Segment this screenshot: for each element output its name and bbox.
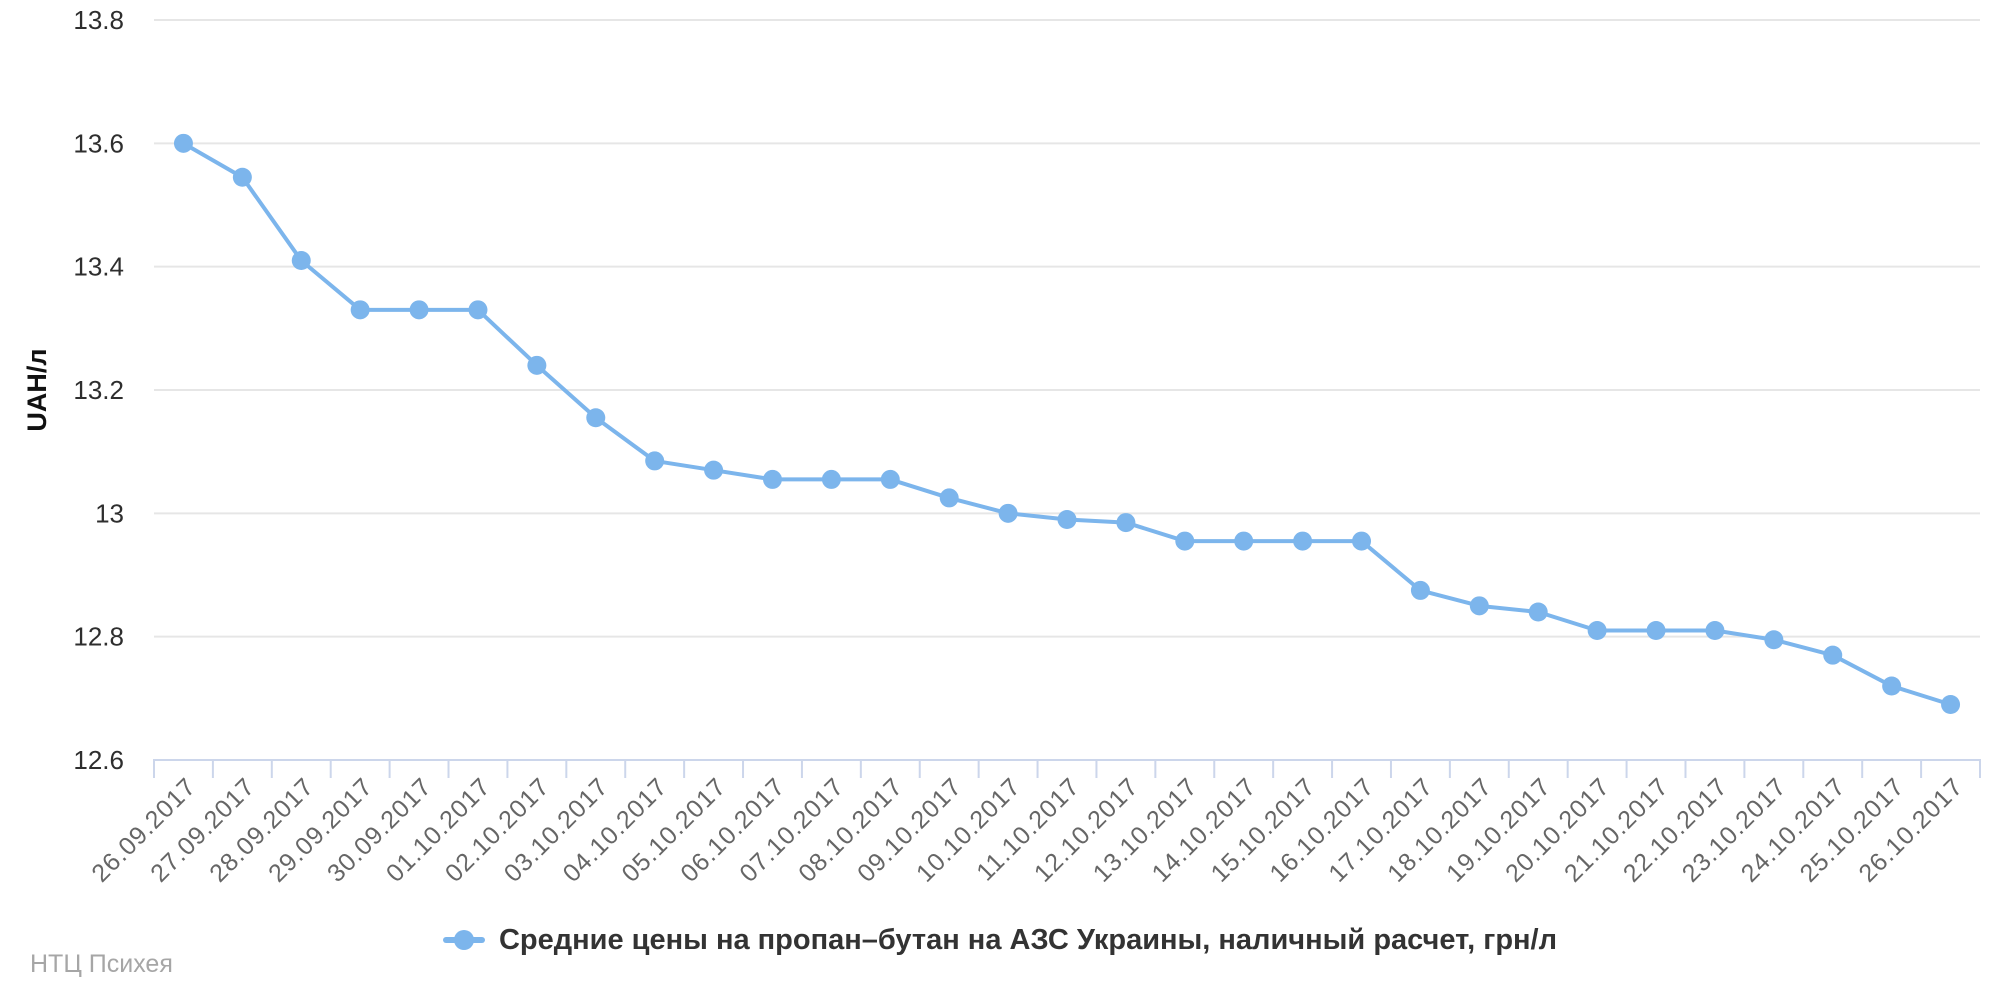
series-legend-label: Средние цены на пропан–бутан на АЗС Укра… (498, 923, 1558, 956)
data-point-30.09.2017[interactable] (409, 300, 429, 320)
data-point-19.10.2017[interactable] (1528, 602, 1548, 622)
data-point-02.10.2017[interactable] (527, 355, 547, 375)
y-axis-tick-label: 12.6 (73, 745, 124, 775)
data-point-29.09.2017[interactable] (350, 300, 370, 320)
y-axis-tick-label: 13.4 (73, 252, 124, 282)
data-point-09.10.2017[interactable] (939, 488, 959, 508)
data-point-01.10.2017[interactable] (468, 300, 488, 320)
data-point-24.10.2017[interactable] (1823, 645, 1843, 665)
data-point-06.10.2017[interactable] (762, 469, 782, 489)
y-axis-tick-label: 13.6 (73, 128, 124, 158)
series-marker-dot (453, 930, 474, 950)
data-point-03.10.2017[interactable] (586, 408, 606, 428)
legend[interactable]: Средние цены на пропан–бутан на АЗС Укра… (0, 916, 2000, 964)
y-axis-tick-label: 13.8 (73, 5, 124, 35)
y-axis-tick-label: 13.2 (73, 375, 124, 405)
data-point-07.10.2017[interactable] (821, 469, 841, 489)
data-point-18.10.2017[interactable] (1469, 596, 1489, 616)
data-point-10.10.2017[interactable] (998, 503, 1018, 523)
data-point-05.10.2017[interactable] (704, 460, 724, 480)
data-point-16.10.2017[interactable] (1352, 531, 1372, 551)
y-axis-tick-label: 13 (95, 498, 124, 528)
data-point-22.10.2017[interactable] (1705, 621, 1725, 640)
series-line (181, 141, 1953, 707)
series-marker-icon (442, 928, 485, 952)
data-point-27.09.2017[interactable] (232, 167, 252, 187)
data-point-21.10.2017[interactable] (1646, 621, 1666, 640)
data-point-25.10.2017[interactable] (1882, 676, 1902, 696)
y-axis-tick-label: 12.8 (73, 622, 124, 652)
data-point-14.10.2017[interactable] (1234, 531, 1254, 551)
data-point-08.10.2017[interactable] (880, 469, 900, 489)
data-point-11.10.2017[interactable] (1057, 510, 1077, 529)
data-point-17.10.2017[interactable] (1410, 580, 1430, 600)
data-point-13.10.2017[interactable] (1175, 531, 1195, 551)
data-point-15.10.2017[interactable] (1293, 531, 1313, 551)
data-point-04.10.2017[interactable] (645, 451, 665, 471)
data-point-26.10.2017[interactable] (1941, 695, 1961, 714)
data-point-26.09.2017[interactable] (173, 133, 193, 153)
data-point-12.10.2017[interactable] (1116, 513, 1136, 533)
source-credit: НТЦ Психея (30, 950, 173, 978)
data-point-23.10.2017[interactable] (1764, 630, 1784, 650)
data-point-20.10.2017[interactable] (1587, 621, 1607, 640)
data-point-28.09.2017[interactable] (291, 251, 311, 270)
y-axis-title: UAH/л (22, 348, 52, 431)
